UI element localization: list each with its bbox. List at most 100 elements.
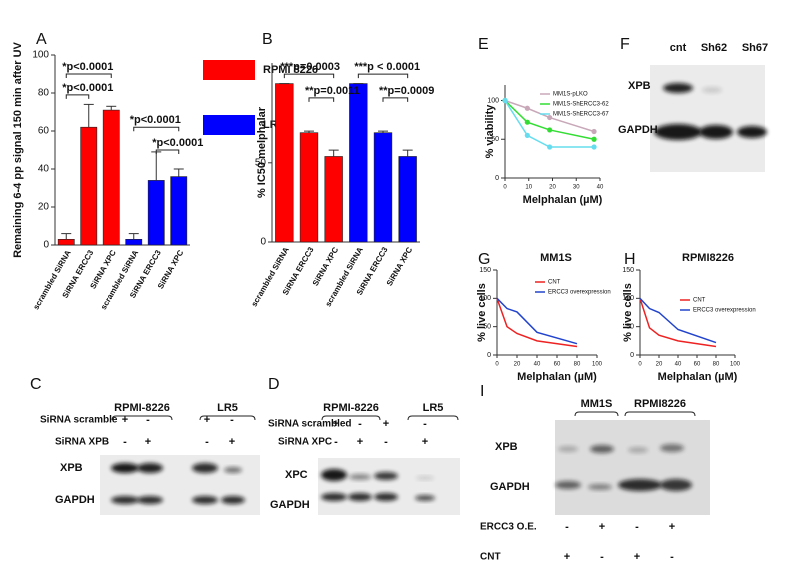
treatment-sign: - xyxy=(565,521,569,533)
x-tick-label: 40 xyxy=(675,362,682,368)
x-tick-label: 10 xyxy=(525,185,532,191)
line xyxy=(639,298,717,348)
band xyxy=(558,446,578,452)
legend-label: ERCC3 overexpression xyxy=(693,308,756,314)
treatment-sign: - xyxy=(358,418,362,430)
point xyxy=(547,114,553,121)
band xyxy=(321,469,347,481)
treatment-sign: + xyxy=(145,436,151,448)
treatment-sign: - xyxy=(123,436,127,448)
point xyxy=(591,144,597,150)
significance-bracket xyxy=(357,73,409,79)
blot-image xyxy=(318,458,460,515)
panel-label: E xyxy=(478,36,489,53)
y-axis-label: % live cells xyxy=(622,283,634,342)
line xyxy=(496,297,578,345)
significance-bracket xyxy=(65,73,112,78)
error-bar xyxy=(151,151,162,181)
significance-bracket xyxy=(65,94,90,99)
band xyxy=(137,496,163,504)
band xyxy=(699,125,733,139)
protein-label: GAPDH xyxy=(490,481,530,493)
treatment-sign: + xyxy=(122,414,128,426)
point xyxy=(524,105,530,111)
band xyxy=(618,479,662,491)
point xyxy=(524,132,530,138)
y-tick-label: 150 xyxy=(479,267,491,274)
bar xyxy=(170,176,188,246)
point xyxy=(591,128,597,135)
bar xyxy=(102,109,120,246)
error-bar xyxy=(378,130,388,133)
band xyxy=(137,463,163,473)
y-tick-label: 100 xyxy=(487,97,499,104)
y-tick-label: 100 xyxy=(479,295,491,302)
legend-label: MM1S-ShERCC3-62 xyxy=(553,102,609,108)
band xyxy=(660,444,684,452)
band xyxy=(628,447,648,453)
band xyxy=(348,493,372,501)
treatment-sign: + xyxy=(204,414,210,426)
band xyxy=(192,463,218,473)
band xyxy=(374,472,398,480)
y-tick-label: 0 xyxy=(630,352,634,359)
band xyxy=(590,445,614,453)
protein-label: GAPDH xyxy=(55,494,95,506)
band xyxy=(321,493,347,501)
y-tick-label: 0 xyxy=(43,240,49,251)
panel-label: B xyxy=(262,31,273,48)
y-tick-label: 0 xyxy=(495,175,499,182)
point xyxy=(502,97,508,104)
band xyxy=(192,496,218,504)
legend-swatch xyxy=(203,115,255,135)
x-tick-label: 60 xyxy=(694,362,701,368)
group-bracket xyxy=(111,415,173,421)
bar xyxy=(125,239,143,246)
y-tick-label: 60 xyxy=(38,126,50,137)
band xyxy=(224,467,242,473)
y-tick-label: 50 xyxy=(483,324,491,331)
x-tick-label: 60 xyxy=(554,362,561,368)
treatment-sign: - xyxy=(230,414,234,426)
treatment-sign: + xyxy=(357,436,363,448)
error-bar xyxy=(328,149,339,157)
error-bar xyxy=(402,149,413,157)
panel-label: H xyxy=(624,251,636,268)
protein-label: GAPDH xyxy=(618,124,658,136)
x-tick-label: 40 xyxy=(534,362,541,368)
band xyxy=(415,495,435,501)
x-tick-label: 100 xyxy=(592,362,603,368)
row-label: ERCC3 O.E. xyxy=(480,522,537,533)
treatment-sign: - xyxy=(635,521,639,533)
line xyxy=(639,297,717,344)
group-label: cnt xyxy=(670,42,687,54)
group-label: RPMI-8226 xyxy=(323,402,379,414)
annotation: *p<0.0001 xyxy=(62,61,113,73)
bar xyxy=(398,156,417,243)
row-label: SiRNA XPC xyxy=(278,437,332,448)
x-tick-label: 20 xyxy=(514,362,521,368)
band xyxy=(416,476,434,480)
panel-label: G xyxy=(478,251,490,268)
row-label: SiRNA XPB xyxy=(55,437,109,448)
point xyxy=(547,144,553,150)
y-tick-label: 150 xyxy=(622,267,634,274)
x-tick-label: 0 xyxy=(503,185,507,191)
y-tick-label: 50 xyxy=(255,157,267,168)
group-bracket xyxy=(574,411,619,417)
legend-label: MM1S-ShERCC3-67 xyxy=(553,112,609,118)
line xyxy=(496,298,578,348)
band xyxy=(111,496,139,504)
x-tick-label: 80 xyxy=(574,362,581,368)
treatment-sign: + xyxy=(669,521,675,533)
error-bar xyxy=(173,168,184,177)
chart-title: MM1S xyxy=(540,252,572,264)
group-label: Sh62 xyxy=(701,42,727,54)
error-bar xyxy=(106,105,117,111)
line xyxy=(504,99,595,140)
treatment-sign: - xyxy=(146,414,150,426)
point xyxy=(547,127,553,133)
group-label: LR5 xyxy=(423,402,444,414)
treatment-sign: + xyxy=(229,436,235,448)
x-tick-label: SiRNA XPC xyxy=(385,245,415,287)
